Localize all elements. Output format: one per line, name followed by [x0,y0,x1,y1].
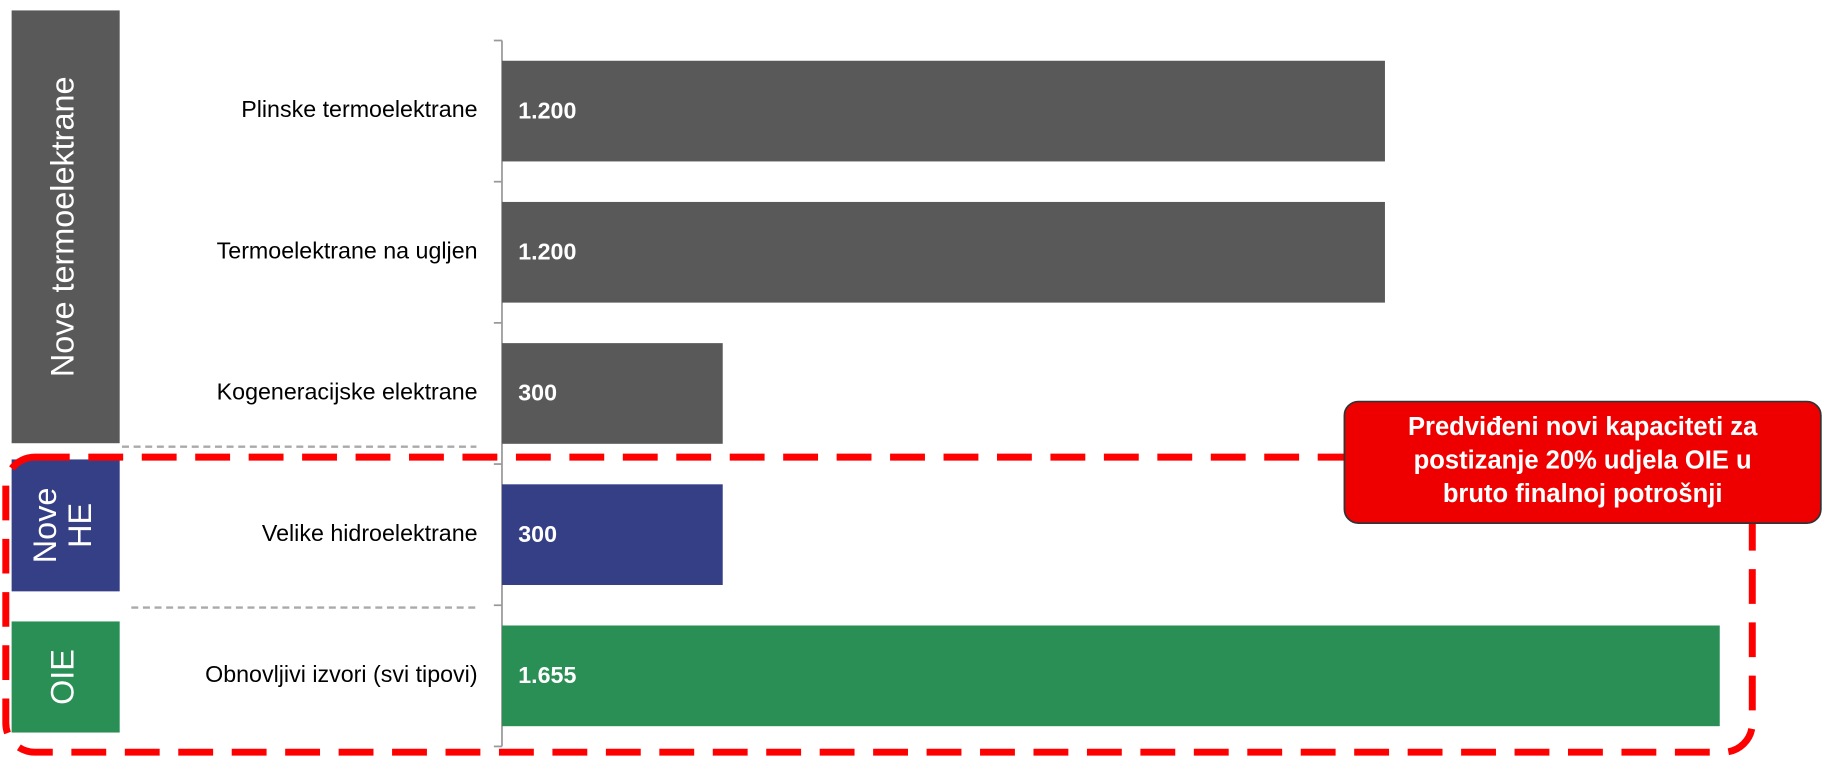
bar [501,343,723,444]
category-label: Plinske termoelektrane [241,96,477,122]
category-label: Kogeneracijske elektrane [217,379,478,405]
group-box [11,10,120,444]
group-label: Nove termoelektrane [45,77,81,378]
group-box [11,621,120,733]
bar [501,625,1720,727]
value-label: 300 [518,521,557,547]
group-label: OIE [45,649,81,705]
group-label: Nove [27,488,63,564]
category-label: Termoelektrane na ugljen [217,237,478,263]
value-label: 1.200 [518,97,576,123]
group-label: HE [62,503,98,548]
value-label: 1.200 [518,239,576,265]
value-label: 1.655 [518,662,576,688]
callout-box [1343,400,1822,524]
value-label: 300 [518,380,557,406]
callout-text: postizanje 20% udjela OIE u [1414,447,1752,475]
callout-text: bruto finalnoj potrošnji [1443,480,1723,508]
category-label: Velike hidroelektrane [262,520,478,546]
callout-text: Predviđeni novi kapaciteti za [1408,413,1758,441]
highlight-region [2,453,1756,756]
category-label: Obnovljivi izvori (svi tipovi) [205,661,477,687]
group-box [11,459,120,592]
bar [501,60,1385,162]
bar [501,484,723,585]
bar [501,201,1385,303]
